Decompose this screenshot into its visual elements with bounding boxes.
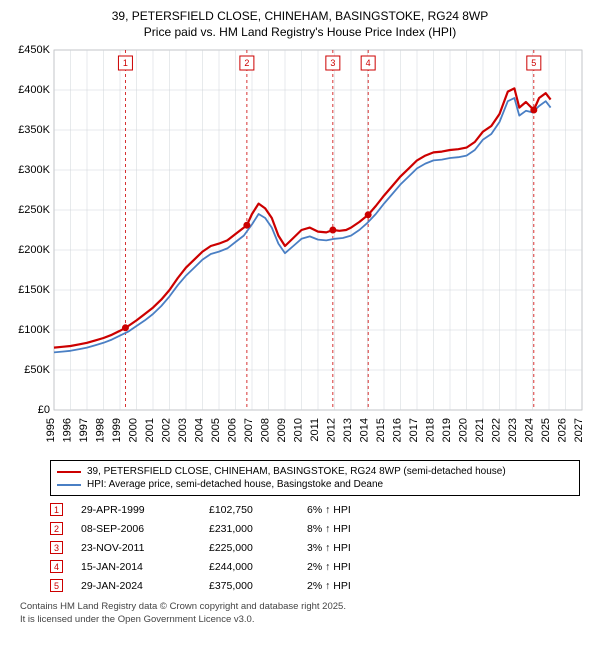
marker-price: £244,000 <box>209 561 289 573</box>
svg-text:£400K: £400K <box>18 84 50 96</box>
svg-text:3: 3 <box>330 58 335 68</box>
svg-text:4: 4 <box>366 58 371 68</box>
svg-text:1996: 1996 <box>62 418 74 442</box>
svg-text:2000: 2000 <box>128 418 140 442</box>
marker-date: 15-JAN-2014 <box>81 561 191 573</box>
svg-text:£200K: £200K <box>18 244 50 256</box>
marker-table-row: 4 15-JAN-2014 £244,000 2% ↑ HPI <box>50 557 580 576</box>
svg-text:1997: 1997 <box>78 418 90 442</box>
svg-text:5: 5 <box>531 58 536 68</box>
chart-area: £0 £50K £100K £150K £200K £250K £300K £350K £400… <box>8 44 592 454</box>
marker-date: 29-APR-1999 <box>81 504 191 516</box>
chart-title: 39, PETERSFIELD CLOSE, CHINEHAM, BASINGS… <box>8 8 592 40</box>
svg-text:£450K: £450K <box>18 44 50 56</box>
svg-text:1: 1 <box>123 58 128 68</box>
marker-table: 1 29-APR-1999 £102,750 6% ↑ HPI 2 08-SEP-2006… <box>50 500 580 595</box>
svg-text:£350K: £350K <box>18 124 50 136</box>
title-line1: 39, PETERSFIELD CLOSE, CHINEHAM, BASINGS… <box>8 8 592 24</box>
svg-text:2007: 2007 <box>243 418 255 442</box>
svg-text:£50K: £50K <box>24 364 50 376</box>
svg-text:2009: 2009 <box>276 418 288 442</box>
svg-text:£0: £0 <box>38 404 50 416</box>
svg-text:2011: 2011 <box>309 418 321 442</box>
marker-delta: 6% ↑ HPI <box>307 504 387 516</box>
svg-text:£250K: £250K <box>18 204 50 216</box>
svg-text:£100K: £100K <box>18 324 50 336</box>
svg-text:2006: 2006 <box>227 418 239 442</box>
marker-delta: 3% ↑ HPI <box>307 542 387 554</box>
marker-price: £375,000 <box>209 580 289 592</box>
svg-text:2002: 2002 <box>161 418 173 442</box>
svg-text:2018: 2018 <box>425 418 437 442</box>
chart-svg: £0 £50K £100K £150K £200K £250K £300K £350K £400… <box>8 44 592 454</box>
marker-table-row: 1 29-APR-1999 £102,750 6% ↑ HPI <box>50 500 580 519</box>
marker-date: 08-SEP-2006 <box>81 523 191 535</box>
footer-line2: It is licensed under the Open Government… <box>20 614 580 626</box>
svg-text:2023: 2023 <box>507 418 519 442</box>
svg-text:2013: 2013 <box>342 418 354 442</box>
svg-text:2019: 2019 <box>441 418 453 442</box>
svg-text:2014: 2014 <box>359 418 371 442</box>
svg-text:2021: 2021 <box>474 418 486 442</box>
svg-text:1998: 1998 <box>95 418 107 442</box>
svg-text:2015: 2015 <box>375 418 387 442</box>
legend-row: HPI: Average price, semi-detached house,… <box>57 478 573 491</box>
svg-text:2012: 2012 <box>326 418 338 442</box>
svg-text:2: 2 <box>244 58 249 68</box>
svg-text:2020: 2020 <box>458 418 470 442</box>
svg-text:2024: 2024 <box>524 418 536 442</box>
marker-price: £225,000 <box>209 542 289 554</box>
svg-text:1995: 1995 <box>45 418 57 442</box>
svg-text:2022: 2022 <box>491 418 503 442</box>
svg-text:£300K: £300K <box>18 164 50 176</box>
svg-text:2027: 2027 <box>573 418 585 442</box>
marker-delta: 2% ↑ HPI <box>307 580 387 592</box>
svg-text:1999: 1999 <box>111 418 123 442</box>
svg-text:£150K: £150K <box>18 284 50 296</box>
marker-index-box: 2 <box>50 522 63 535</box>
marker-table-row: 5 29-JAN-2024 £375,000 2% ↑ HPI <box>50 576 580 595</box>
marker-date: 23-NOV-2011 <box>81 542 191 554</box>
marker-table-row: 3 23-NOV-2011 £225,000 3% ↑ HPI <box>50 538 580 557</box>
footer-line1: Contains HM Land Registry data © Crown c… <box>20 601 580 613</box>
marker-delta: 8% ↑ HPI <box>307 523 387 535</box>
title-line2: Price paid vs. HM Land Registry's House … <box>8 24 592 40</box>
legend-swatch <box>57 484 81 487</box>
marker-table-row: 2 08-SEP-2006 £231,000 8% ↑ HPI <box>50 519 580 538</box>
marker-date: 29-JAN-2024 <box>81 580 191 592</box>
footer-attribution: Contains HM Land Registry data © Crown c… <box>20 601 580 626</box>
legend-row: 39, PETERSFIELD CLOSE, CHINEHAM, BASINGS… <box>57 465 573 478</box>
svg-text:2026: 2026 <box>557 418 569 442</box>
marker-index-box: 3 <box>50 541 63 554</box>
marker-index-box: 4 <box>50 560 63 573</box>
svg-text:2001: 2001 <box>144 418 156 442</box>
marker-price: £102,750 <box>209 504 289 516</box>
legend-swatch <box>57 471 81 474</box>
svg-text:2025: 2025 <box>540 418 552 442</box>
marker-index-box: 1 <box>50 503 63 516</box>
marker-index-box: 5 <box>50 579 63 592</box>
svg-text:2003: 2003 <box>177 418 189 442</box>
svg-text:2004: 2004 <box>194 418 206 442</box>
legend-label: HPI: Average price, semi-detached house,… <box>87 479 383 490</box>
svg-text:2010: 2010 <box>293 418 305 442</box>
legend-label: 39, PETERSFIELD CLOSE, CHINEHAM, BASINGS… <box>87 466 506 477</box>
marker-price: £231,000 <box>209 523 289 535</box>
svg-text:2016: 2016 <box>392 418 404 442</box>
svg-text:2017: 2017 <box>408 418 420 442</box>
legend: 39, PETERSFIELD CLOSE, CHINEHAM, BASINGS… <box>50 460 580 496</box>
svg-text:2005: 2005 <box>210 418 222 442</box>
svg-text:2008: 2008 <box>260 418 272 442</box>
marker-delta: 2% ↑ HPI <box>307 561 387 573</box>
